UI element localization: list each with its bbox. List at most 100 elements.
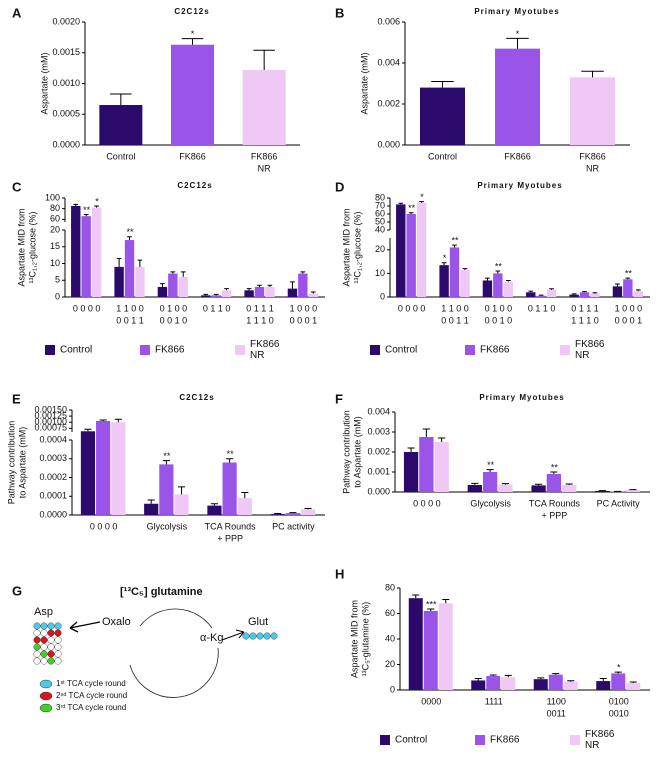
legend-label: NR bbox=[575, 350, 589, 361]
error-bar bbox=[504, 674, 512, 678]
chart-title: Primary Myotubes bbox=[477, 181, 562, 190]
y-axis-label: to Aspartate (mM) bbox=[17, 427, 27, 499]
legend-swatch bbox=[380, 735, 390, 745]
bar bbox=[569, 294, 579, 297]
bar bbox=[408, 598, 423, 690]
bar bbox=[114, 266, 124, 297]
x-tick-label: 0 0 0 0 bbox=[90, 521, 118, 531]
atom bbox=[33, 657, 41, 665]
bar bbox=[298, 273, 308, 297]
atom bbox=[54, 650, 62, 658]
bar bbox=[579, 292, 590, 297]
error-bar bbox=[565, 483, 573, 485]
atom bbox=[33, 650, 41, 658]
y-tick-label: 80 bbox=[50, 203, 60, 213]
legend-swatch bbox=[45, 345, 55, 355]
legend-label: 1ˢᵗ TCA cycle round bbox=[56, 679, 126, 688]
bar bbox=[501, 677, 516, 690]
y-axis-label: Aspartate (mM) bbox=[39, 52, 49, 114]
x-tick-label: 0010 bbox=[609, 708, 629, 718]
atom bbox=[47, 657, 55, 665]
error-bar bbox=[162, 460, 170, 465]
annotation: ** bbox=[126, 227, 134, 237]
bar bbox=[237, 498, 252, 515]
chart-title: C2C12s bbox=[177, 181, 212, 190]
x-tick-label: 0011 bbox=[547, 708, 566, 718]
y-tick-label: 50 bbox=[375, 216, 385, 226]
annotation: * bbox=[420, 192, 424, 202]
bar bbox=[308, 293, 318, 297]
isotopomer-circles bbox=[33, 622, 278, 665]
y-tick-label: 0.004 bbox=[377, 57, 400, 67]
legend-swatch bbox=[39, 703, 53, 713]
annotation: ** bbox=[495, 261, 503, 271]
error-bar bbox=[495, 270, 501, 274]
x-tick-label: 1111 bbox=[485, 696, 503, 706]
error-bar bbox=[116, 257, 122, 267]
legend-swatch bbox=[235, 345, 245, 355]
atom bbox=[47, 643, 55, 651]
x-tick-label: 0 0 1 0 bbox=[485, 315, 513, 325]
error-bar bbox=[592, 292, 598, 294]
x-tick-label: 0 1 1 1 bbox=[246, 303, 274, 313]
x-tick-label: NR bbox=[586, 163, 599, 173]
annotation: ** bbox=[451, 235, 459, 245]
annotation: ** bbox=[408, 203, 416, 213]
error-bar bbox=[462, 268, 468, 270]
error-bar bbox=[147, 499, 155, 504]
panel-letter: F bbox=[335, 391, 343, 406]
error-bar bbox=[629, 681, 637, 683]
bar bbox=[419, 437, 434, 492]
x-tick-label: 0000 bbox=[421, 696, 441, 706]
x-tick-label: 0 1 1 0 bbox=[528, 303, 556, 313]
panel-letter: E bbox=[12, 391, 21, 406]
error-bar bbox=[398, 202, 404, 205]
y-tick-label: 0.0003 bbox=[39, 453, 67, 463]
error-bar bbox=[73, 203, 79, 206]
bar bbox=[493, 273, 503, 297]
error-bar bbox=[241, 492, 249, 499]
error-bar bbox=[160, 283, 165, 287]
y-tick-label: 0.0000 bbox=[52, 139, 80, 149]
error-bar bbox=[471, 482, 479, 485]
error-bar bbox=[501, 483, 509, 485]
bar bbox=[71, 206, 81, 297]
error-bar bbox=[438, 437, 446, 442]
bar bbox=[611, 673, 626, 690]
error-bar bbox=[170, 271, 176, 274]
y-tick-label: 100 bbox=[45, 192, 60, 202]
atom bbox=[40, 629, 48, 637]
y-tick-label: 0.00075 bbox=[34, 423, 67, 433]
bar bbox=[482, 280, 493, 297]
error-bar bbox=[203, 293, 209, 296]
error-bar bbox=[94, 205, 99, 208]
atom bbox=[54, 636, 62, 644]
error-bar bbox=[442, 598, 450, 604]
legend-swatch bbox=[39, 679, 53, 689]
x-tick-label: 0 0 1 0 bbox=[160, 315, 188, 325]
error-bar bbox=[549, 288, 554, 290]
x-tick-label: 1 0 0 0 bbox=[290, 303, 318, 313]
bar bbox=[80, 431, 96, 515]
atom bbox=[47, 636, 55, 644]
bar bbox=[495, 48, 540, 145]
x-tick-label: FK866 bbox=[504, 151, 531, 161]
y-tick-label: 60 bbox=[375, 208, 385, 218]
annotation: ** bbox=[487, 460, 495, 470]
legend-label: Control bbox=[385, 345, 417, 356]
atom bbox=[40, 657, 48, 665]
x-tick-label: 1 1 1 0 bbox=[571, 315, 599, 325]
bar bbox=[270, 514, 285, 515]
x-tick-label: FK866 bbox=[251, 151, 278, 161]
error-bar bbox=[83, 214, 89, 217]
legend-swatch bbox=[475, 735, 485, 745]
y-tick-label: 0.002 bbox=[377, 98, 400, 108]
y-tick-label: 60 bbox=[385, 608, 395, 618]
x-tick-label: 0 0 1 1 bbox=[441, 315, 469, 325]
bar bbox=[503, 281, 513, 297]
x-tick-label: 0 0 0 1 bbox=[615, 315, 643, 325]
bar bbox=[482, 472, 498, 492]
y-tick-label: 0.000 bbox=[377, 139, 400, 149]
x-tick-label: 0100 bbox=[609, 696, 629, 706]
bar bbox=[144, 503, 159, 515]
